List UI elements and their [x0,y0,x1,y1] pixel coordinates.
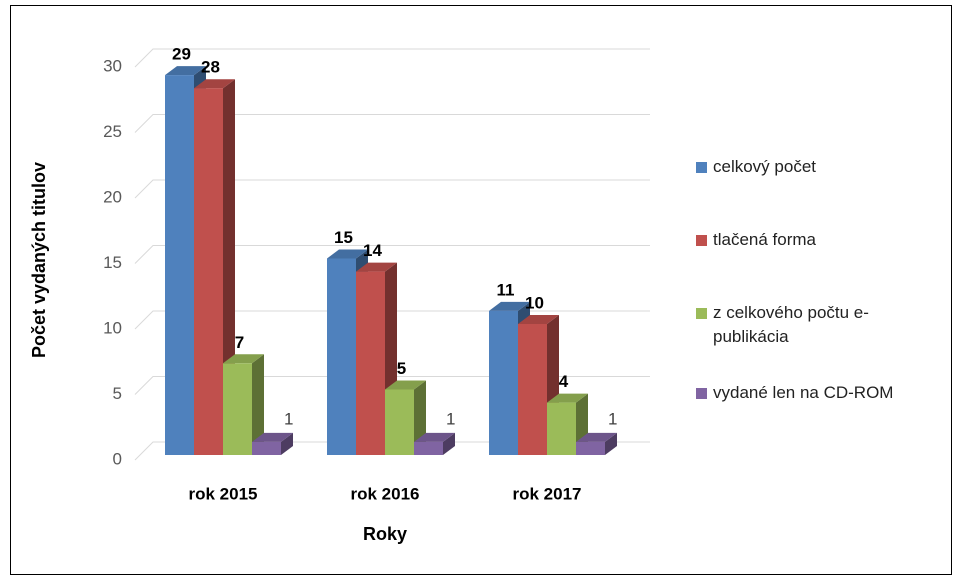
bar-front [165,75,194,455]
legend-entry: tlačená forma [696,228,938,252]
bar [252,432,293,455]
legend-entry: vydané len na CD-ROM [696,381,938,405]
bar-top [518,315,559,324]
bar-front [547,402,576,455]
bar-side [605,432,617,455]
y-tick-label: 15 [103,253,122,272]
x-tick-label: rok 2017 [513,484,582,503]
x-tick-label: rok 2015 [189,484,258,503]
x-axis-label: Roky [363,524,407,544]
bar-top [327,249,368,259]
grid-line [134,310,650,330]
y-tick-label: 30 [103,56,122,75]
bar-front [356,271,385,455]
data-label: 11 [497,280,515,299]
data-label: 1 [446,409,455,428]
bar-front [414,441,443,455]
chart-border [10,5,952,575]
grid-line [134,48,650,68]
bar [576,432,617,455]
data-label: 29 [172,45,191,64]
y-tick-label: 5 [113,384,122,403]
legend-swatch [696,388,707,399]
legend-swatch [696,308,707,319]
bar-side [281,432,293,455]
data-label: 4 [559,372,569,391]
bar-side [443,432,455,455]
bar-top [223,354,264,364]
y-axis-label: Počet vydaných titulov [29,162,49,358]
data-label: 1 [284,409,293,428]
bar-top [414,432,455,442]
bar-front [489,310,518,455]
bar-top [489,301,530,311]
legend-entry: z celkového počtu e-publikácia [696,301,873,349]
legend-entry: celkový počet [696,155,938,179]
y-tick-label: 10 [103,318,122,337]
bar-top [194,79,235,89]
data-label: 15 [334,228,353,247]
bar-front [252,441,281,455]
bar-top [576,432,617,442]
grid-line [134,441,650,461]
y-tick-label: 20 [103,187,122,206]
bar-front [223,363,252,455]
legend-label: tlačená forma [713,230,816,249]
grid-line [134,114,650,133]
grid-line [134,376,650,395]
data-label: 1 [608,409,617,428]
bar-top [252,432,293,442]
bar-front [194,88,223,455]
grid-line [134,179,650,199]
bar-top [165,66,206,76]
bar-top [547,393,588,403]
legend-swatch [696,235,707,246]
bar-front [576,441,605,455]
bar [547,393,588,455]
legend-label: vydané len na CD-ROM [713,383,894,402]
bar-front [518,324,547,455]
bar-front [327,258,356,455]
bar [223,354,264,455]
bar-front [385,389,414,455]
legend-swatch [696,162,707,173]
bar-top [356,262,397,272]
y-tick-label: 0 [113,449,122,468]
bar [414,432,455,455]
legend-label: celkový počet [713,157,816,176]
bar-side [252,354,264,455]
x-tick-label: rok 2016 [351,484,420,503]
y-tick-label: 25 [103,122,122,141]
data-label: 14 [363,241,382,260]
legend-label: z celkového počtu e-publikácia [713,303,869,346]
data-label: 7 [235,333,244,352]
bar-top [385,380,426,390]
grid-line [134,245,650,264]
data-label: 5 [397,359,406,378]
data-label: 28 [201,58,220,77]
data-label: 10 [525,293,544,312]
